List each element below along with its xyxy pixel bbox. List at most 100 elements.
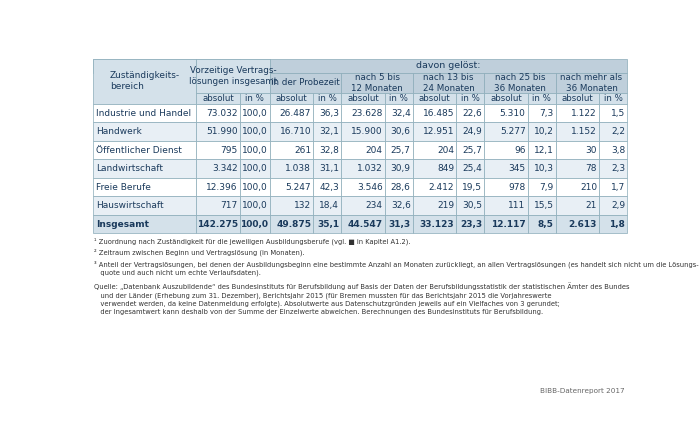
- Text: nach 25 bis
36 Monaten: nach 25 bis 36 Monaten: [494, 73, 546, 93]
- Bar: [484, 215, 528, 233]
- Bar: [413, 141, 456, 159]
- Bar: [413, 73, 484, 93]
- Bar: [456, 215, 484, 233]
- Bar: [342, 93, 385, 104]
- Bar: [413, 93, 456, 104]
- Bar: [413, 215, 456, 233]
- Text: ² Zeitraum zwischen Beginn und Vertragslösung (in Monaten).: ² Zeitraum zwischen Beginn und Vertragsl…: [94, 249, 304, 256]
- Bar: [556, 141, 599, 159]
- Text: nach 13 bis
24 Monaten: nach 13 bis 24 Monaten: [423, 73, 475, 93]
- Text: 19,5: 19,5: [462, 182, 482, 191]
- Bar: [240, 196, 270, 215]
- Bar: [314, 159, 342, 178]
- Text: 2.412: 2.412: [428, 182, 454, 191]
- Text: 25,7: 25,7: [462, 146, 482, 154]
- Bar: [240, 59, 270, 73]
- Text: 32,6: 32,6: [391, 201, 411, 210]
- Text: 36,3: 36,3: [319, 109, 339, 117]
- Text: nach 5 bis
12 Monaten: nach 5 bis 12 Monaten: [351, 73, 403, 93]
- Bar: [556, 215, 599, 233]
- Text: 73.032: 73.032: [206, 109, 238, 117]
- Bar: [385, 122, 413, 141]
- Text: 261: 261: [294, 146, 312, 154]
- Text: 26.487: 26.487: [280, 109, 312, 117]
- Text: 30,6: 30,6: [391, 127, 411, 136]
- Bar: [270, 59, 627, 73]
- Text: 2.613: 2.613: [568, 219, 597, 229]
- Text: 204: 204: [365, 146, 383, 154]
- Bar: [599, 159, 627, 178]
- Text: 28,6: 28,6: [391, 182, 411, 191]
- Bar: [484, 73, 556, 93]
- Text: 32,1: 32,1: [319, 127, 339, 136]
- Bar: [93, 59, 197, 73]
- Text: 100,0: 100,0: [242, 164, 268, 173]
- Bar: [270, 122, 314, 141]
- Text: 42,3: 42,3: [319, 182, 339, 191]
- Bar: [240, 93, 270, 104]
- Text: absolut: absolut: [490, 94, 522, 103]
- Text: 2,2: 2,2: [611, 127, 625, 136]
- Bar: [314, 196, 342, 215]
- Text: 2,3: 2,3: [611, 164, 625, 173]
- Text: 795: 795: [220, 146, 238, 154]
- Text: 32,8: 32,8: [319, 146, 339, 154]
- Bar: [456, 93, 484, 104]
- Bar: [599, 215, 627, 233]
- Text: Handwerk: Handwerk: [96, 127, 141, 136]
- Bar: [413, 159, 456, 178]
- Bar: [197, 59, 270, 93]
- Bar: [385, 215, 413, 233]
- Bar: [528, 215, 556, 233]
- Bar: [93, 159, 197, 178]
- Bar: [270, 159, 314, 178]
- Text: 2,9: 2,9: [611, 201, 625, 210]
- Bar: [314, 104, 342, 122]
- Text: Quelle: „Datenbank Auszubildende“ des Bundesinstituts für Berufsbildung auf Basi: Quelle: „Datenbank Auszubildende“ des Bu…: [94, 283, 629, 316]
- Text: Freie Berufe: Freie Berufe: [96, 182, 150, 191]
- Text: 1,7: 1,7: [611, 182, 625, 191]
- Bar: [484, 141, 528, 159]
- Text: 210: 210: [580, 182, 597, 191]
- Text: Öffentlicher Dienst: Öffentlicher Dienst: [96, 146, 181, 154]
- Text: 100,0: 100,0: [242, 127, 268, 136]
- Bar: [528, 122, 556, 141]
- Bar: [484, 178, 528, 196]
- Bar: [93, 59, 197, 104]
- Bar: [314, 141, 342, 159]
- Bar: [556, 93, 599, 104]
- Bar: [342, 159, 385, 178]
- Bar: [385, 159, 413, 178]
- Bar: [270, 93, 314, 104]
- Bar: [456, 122, 484, 141]
- Text: 51.990: 51.990: [206, 127, 238, 136]
- Text: 12,1: 12,1: [534, 146, 554, 154]
- Text: 978: 978: [508, 182, 526, 191]
- Text: 204: 204: [437, 146, 454, 154]
- Bar: [528, 178, 556, 196]
- Bar: [270, 196, 314, 215]
- Text: 25,4: 25,4: [463, 164, 482, 173]
- Text: 345: 345: [508, 164, 526, 173]
- Bar: [240, 178, 270, 196]
- Text: 35,1: 35,1: [317, 219, 340, 229]
- Bar: [197, 159, 240, 178]
- Bar: [385, 178, 413, 196]
- Text: 3.546: 3.546: [357, 182, 383, 191]
- Text: 100,0: 100,0: [242, 201, 268, 210]
- Text: Vorzeitige Vertrags-
lösungen insgesamt: Vorzeitige Vertrags- lösungen insgesamt: [189, 65, 277, 86]
- Text: 30,9: 30,9: [391, 164, 411, 173]
- Text: 16.485: 16.485: [423, 109, 454, 117]
- Text: 10,2: 10,2: [534, 127, 554, 136]
- Text: 7,3: 7,3: [540, 109, 554, 117]
- Text: absolut: absolut: [419, 94, 451, 103]
- Text: 5.310: 5.310: [500, 109, 526, 117]
- Text: 15.900: 15.900: [351, 127, 383, 136]
- Text: 1,5: 1,5: [611, 109, 625, 117]
- Bar: [197, 122, 240, 141]
- Bar: [240, 122, 270, 141]
- Text: 3,8: 3,8: [611, 146, 625, 154]
- Bar: [197, 178, 240, 196]
- Bar: [342, 104, 385, 122]
- Bar: [197, 196, 240, 215]
